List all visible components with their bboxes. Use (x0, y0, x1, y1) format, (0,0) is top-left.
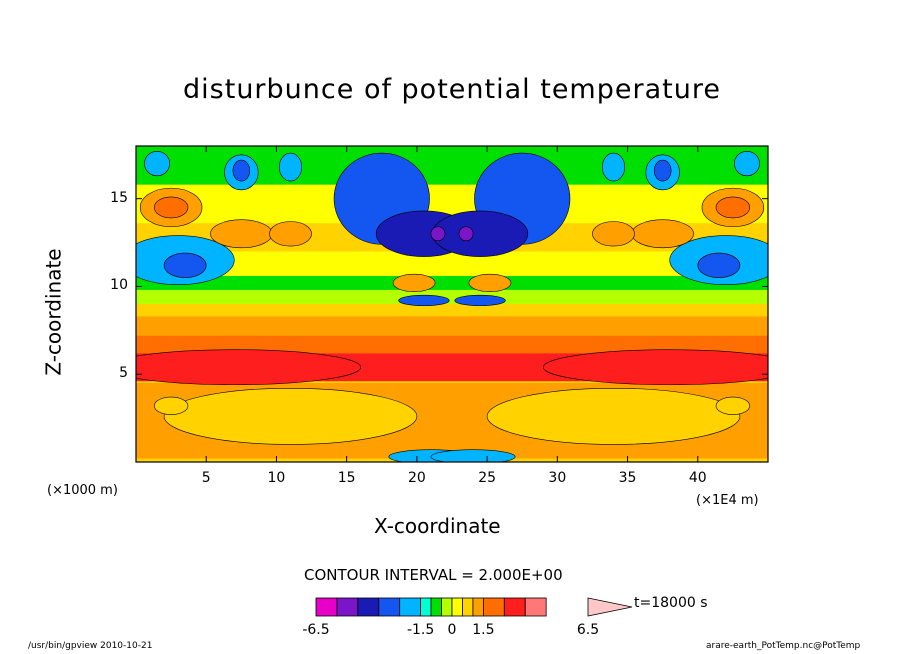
colorbar-swatch (462, 597, 474, 617)
x-tick-label: 15 (337, 470, 356, 486)
field-blob (733, 150, 760, 177)
colorbar-swatch (315, 597, 338, 617)
colorbar-swatch (357, 597, 380, 617)
field-blob (468, 273, 512, 293)
field-band (136, 289, 768, 304)
colorbar-extend-arrow (587, 597, 633, 617)
field-blob (232, 159, 251, 182)
field-blob (601, 152, 626, 182)
colorbar-swatch (399, 597, 422, 617)
field-blob (715, 196, 751, 219)
chart-title: disturbunce of potential temperature (183, 74, 721, 105)
field-blob (163, 387, 418, 445)
field-band (136, 251, 768, 276)
plot-frame (135, 145, 769, 463)
colorbar-tick-label: -1.5 (406, 622, 435, 638)
field-band (136, 304, 768, 317)
colorbar-time-label: t=18000 s (634, 595, 708, 611)
colorbar (315, 597, 633, 617)
field-blob (592, 221, 635, 247)
colorbar-swatch (482, 597, 505, 617)
colorbar-swatch (430, 597, 442, 617)
x-tick-label: 5 (201, 470, 211, 486)
field-blob (210, 219, 273, 249)
x-axis-label: X-coordinate (374, 514, 501, 538)
field-blob (458, 226, 474, 242)
x-tick-label: 10 (267, 470, 286, 486)
y-tick-label: 5 (119, 365, 128, 382)
field-blob (697, 252, 741, 278)
colorbar-swatch (472, 597, 484, 617)
field-blob (392, 273, 436, 293)
colorbar-tick-label: 0 (447, 622, 457, 638)
field-blob (153, 396, 189, 415)
contour-field (136, 146, 768, 462)
field-band (136, 275, 768, 290)
field-blob (278, 152, 303, 182)
field-blob (653, 159, 672, 182)
colorbar-swatch (336, 597, 359, 617)
field-blob (430, 449, 516, 462)
field-blob (144, 150, 171, 177)
y-tick-label: 10 (110, 277, 128, 294)
field-blob (136, 349, 361, 386)
colorbar-tick-label: 6.5 (576, 622, 600, 638)
colorbar-tick-label: -6.5 (302, 622, 330, 638)
field-band (136, 335, 768, 354)
x-scale-note: (×1E4 m) (696, 493, 759, 508)
field-blob (631, 219, 694, 249)
field-blob (153, 196, 189, 219)
colorbar-swatch (524, 597, 547, 617)
field-blob (269, 221, 312, 247)
footer-left: /usr/bin/gpview 2010-10-21 (28, 641, 153, 651)
field-blob (715, 396, 751, 415)
footer-right: arare-earth_PotTemp.nc@PotTemp (706, 641, 861, 651)
field-blob (398, 294, 450, 307)
field-blob (486, 387, 741, 445)
x-tick-label: 30 (548, 470, 567, 486)
y-axis-label: Z-coordinate (41, 248, 66, 376)
field-band (136, 316, 768, 336)
field-blob (543, 349, 768, 386)
x-tick-label: 25 (478, 470, 497, 486)
y-tick-label: 15 (110, 189, 128, 206)
colorbar-tick-label: 1.5 (472, 622, 495, 638)
field-blob (163, 252, 207, 278)
x-unit-label: (×1000 m) (47, 483, 118, 498)
axis-ticks (136, 146, 768, 462)
colorbar-swatch (451, 597, 463, 617)
x-tick-label: 35 (618, 470, 637, 486)
contour-interval: CONTOUR INTERVAL = 2.000E+00 (304, 566, 563, 584)
colorbar-swatch (378, 597, 401, 617)
colorbar-swatch (420, 597, 432, 617)
colorbar-swatch (441, 597, 453, 617)
x-tick-label: 20 (407, 470, 426, 486)
field-blob (432, 210, 529, 257)
field-blob (430, 226, 446, 242)
colorbar-swatch (503, 597, 526, 617)
x-tick-label: 40 (688, 470, 707, 486)
field-blob (454, 294, 506, 307)
